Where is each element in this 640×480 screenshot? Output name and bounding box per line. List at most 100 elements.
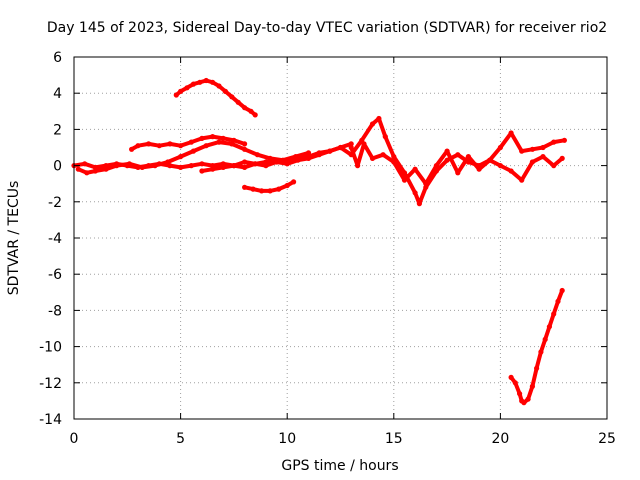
data-point [559,287,565,294]
data-point [263,163,269,169]
data-point [540,154,546,160]
y-tick-label: -12 [39,376,62,392]
data-point [210,166,216,172]
data-point [152,163,158,169]
data-point [423,181,429,187]
data-point [540,144,546,151]
data-point [401,177,408,183]
x-tick-label: 0 [70,431,79,447]
data-point [254,152,260,158]
data-point [305,150,312,156]
data-point [199,135,205,141]
data-point [242,146,248,152]
x-tick-label: 10 [278,431,296,447]
data-point [165,159,171,165]
data-point [455,170,461,176]
data-point [538,349,544,355]
data-point [376,115,382,122]
data-point [412,166,418,172]
grid-lines [74,57,607,419]
data-point [525,396,531,402]
data-point [216,139,222,145]
y-tick-label: -4 [48,231,62,247]
data-point [423,184,429,190]
data-point [519,148,525,154]
data-point [348,141,354,147]
data-point [210,79,216,85]
y-tick-label: 0 [53,159,62,175]
data-point [229,94,235,100]
data-point [242,164,248,170]
data-point [497,163,503,169]
data-point [542,336,548,342]
data-point [235,99,241,105]
y-tick-label: 6 [53,50,62,66]
y-tick-label: 4 [53,86,62,102]
data-point [380,152,386,158]
data-point [455,152,461,158]
data-point [546,324,553,330]
data-point [433,163,439,169]
data-point [559,155,565,161]
data-point [114,163,120,169]
data-point [139,164,145,170]
data-point [529,159,536,165]
data-point [291,179,297,185]
data-point [508,130,514,136]
data-point [203,77,209,84]
data-point [555,298,561,304]
data-point [178,143,184,149]
x-axis-label: GPS time / hours [281,458,398,474]
data-point [521,400,527,406]
y-axis-ticks: -14 -12 -10 -8 -6 -4 -2 0 2 4 6 [39,50,607,428]
data-point [178,154,184,160]
data-point [199,161,205,167]
data-point [382,134,388,140]
data-point [190,148,196,154]
data-point [284,161,290,167]
data-point [465,154,471,160]
chart-title: Day 145 of 2023, Sidereal Day-to-day VTE… [47,20,607,36]
data-point [188,139,194,145]
data-point [178,88,184,94]
data-point [92,168,98,174]
data-point [361,141,367,147]
x-tick-label: 5 [176,431,185,447]
y-tick-label: -8 [48,303,62,319]
series-track-2 [76,140,311,175]
y-tick-label: -2 [48,195,62,211]
data-point [327,148,333,154]
data-point [178,164,184,170]
data-point [203,143,209,149]
data-point [248,108,254,114]
data-point [273,159,280,165]
data-point [252,161,258,167]
data-point [476,166,482,172]
data-point [210,134,216,140]
data-point [146,141,152,147]
data-point [534,365,540,371]
data-point [497,144,503,151]
data-point [82,161,88,167]
data-point [529,383,536,389]
data-point [391,159,397,165]
data-point [250,186,256,192]
data-point [412,190,418,196]
data-point [369,121,376,127]
y-tick-label: -6 [48,267,62,283]
data-point [355,163,361,169]
data-point [391,154,397,160]
data-point [508,374,514,380]
data-point [242,105,248,111]
data-point [126,161,132,167]
data-point [305,155,312,161]
data-point [508,168,514,174]
data-point [369,155,376,161]
data-point [517,391,523,397]
data-point [156,143,162,149]
x-tick-label: 15 [385,431,403,447]
data-point [190,81,196,87]
data-point [276,186,282,192]
data-point [197,79,203,85]
data-point [222,88,228,94]
